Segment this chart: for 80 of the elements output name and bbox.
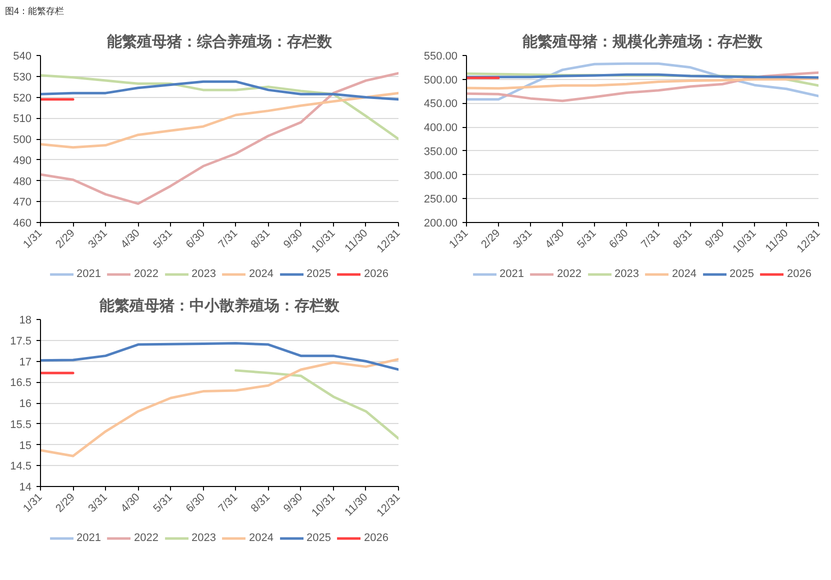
x-tick-label: 9/30 (281, 491, 306, 515)
x-tick-label: 1/31 (447, 227, 471, 251)
x-tick-label: 3/31 (86, 227, 110, 251)
y-tick-label: 480 (13, 176, 32, 188)
line-series (40, 74, 398, 140)
y-tick-label: 500.00 (424, 74, 458, 86)
y-tick-label: 350.00 (424, 146, 458, 158)
legend-label: 2026 (786, 268, 812, 280)
legend-label: 2024 (249, 532, 274, 544)
legend-label: 2022 (134, 268, 159, 280)
y-tick-label: 300.00 (424, 170, 458, 182)
line-series (234, 369, 398, 440)
legend-label: 2026 (364, 532, 388, 544)
caption: 图4：能繁存栏 (5, 5, 64, 18)
x-tick-label: 3/31 (511, 227, 535, 251)
y-tick-label: 520 (13, 92, 32, 104)
x-tick-label: 5/31 (151, 227, 175, 251)
line-series (40, 92, 398, 149)
legend-label: 2025 (729, 268, 754, 280)
y-tick-label: 510 (13, 113, 32, 126)
x-tick-label: 3/31 (86, 491, 110, 515)
legend-label: 2021 (500, 268, 524, 280)
y-tick-label: 14 (19, 482, 32, 494)
x-tick-label: 4/30 (118, 491, 142, 515)
y-tick-label: 500 (13, 134, 32, 146)
chart-title: 能繁殖母猪：中小散养殖场：存栏数 (100, 296, 340, 314)
x-tick-label: 6/30 (607, 227, 631, 251)
y-tick-label: 17 (19, 356, 32, 368)
y-tick-label: 200.00 (424, 218, 458, 230)
x-tick-label: 8/31 (671, 227, 695, 251)
y-tick-label: 15.5 (10, 418, 32, 431)
line-series (40, 72, 398, 205)
legend-label: 2021 (76, 532, 102, 544)
x-tick-label: 6/30 (184, 227, 208, 251)
y-tick-label: 16 (19, 398, 32, 410)
x-tick-label: 5/31 (575, 227, 599, 251)
legend-label: 2024 (249, 268, 274, 280)
legend-label: 2022 (134, 532, 159, 544)
x-tick-label: 4/30 (543, 227, 567, 251)
y-tick-label: 16.5 (10, 377, 32, 390)
y-tick-label: 450.00 (424, 98, 458, 110)
chart-title: 能繁殖母猪：综合养殖场：存栏数 (107, 32, 333, 50)
legend-label: 2025 (306, 268, 331, 280)
legend-label: 2024 (672, 268, 696, 280)
legend-label: 2023 (614, 268, 639, 280)
legend-label: 2025 (306, 532, 331, 544)
y-tick-label: 14.5 (10, 460, 32, 473)
y-tick-label: 490 (13, 154, 32, 167)
x-tick-label: 9/30 (281, 227, 306, 251)
legend-label: 2023 (192, 268, 216, 280)
x-tick-label: 6/30 (184, 491, 208, 515)
legend-label: 2023 (192, 532, 216, 544)
y-tick-label: 530 (13, 71, 32, 84)
y-tick-label: 18 (19, 314, 32, 326)
y-tick-label: 250.00 (424, 194, 458, 206)
legend-label: 2026 (364, 268, 388, 280)
x-tick-label: 7/31 (216, 227, 240, 251)
y-tick-label: 400.00 (424, 122, 458, 134)
line-series (466, 77, 818, 90)
line-series (40, 80, 398, 101)
x-tick-label: 7/31 (216, 491, 240, 515)
legend-label: 2021 (76, 268, 102, 280)
x-tick-label: 8/31 (248, 491, 273, 515)
x-tick-label: 4/30 (118, 227, 142, 251)
line-series (40, 342, 398, 371)
y-tick-label: 470 (13, 196, 32, 209)
x-tick-label: 5/31 (151, 491, 175, 515)
x-tick-label: 1/31 (21, 227, 45, 251)
legend-label: 2022 (557, 268, 582, 280)
y-tick-label: 460 (13, 218, 32, 230)
chart-title: 能繁殖母猪：规模化养殖场：存栏数 (522, 32, 764, 50)
y-tick-label: 17.5 (10, 335, 32, 348)
x-tick-label: 7/31 (639, 227, 663, 251)
y-tick-label: 15 (19, 440, 32, 452)
x-tick-label: 8/31 (248, 227, 273, 251)
line-series (40, 358, 398, 458)
x-tick-label: 9/30 (703, 227, 727, 251)
y-tick-label: 540 (13, 50, 32, 62)
y-tick-label: 550.00 (424, 50, 458, 62)
x-tick-label: 1/31 (21, 491, 45, 515)
